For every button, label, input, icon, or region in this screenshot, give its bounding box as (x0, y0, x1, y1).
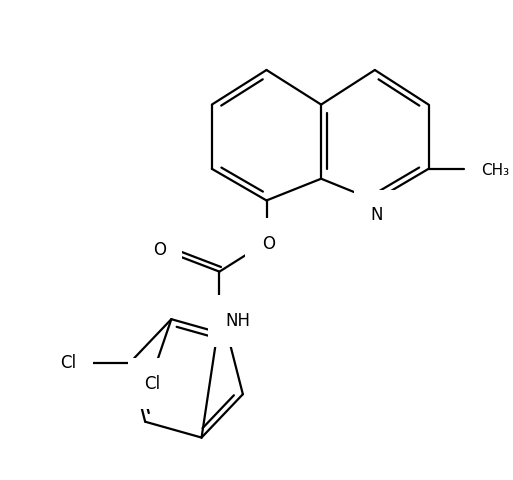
Text: NH: NH (225, 312, 250, 330)
Text: O: O (262, 235, 275, 253)
Text: Cl: Cl (60, 353, 76, 372)
Text: Cl: Cl (145, 374, 161, 393)
Text: CH₃: CH₃ (481, 163, 509, 178)
Text: N: N (370, 206, 383, 224)
Text: O: O (153, 241, 166, 259)
